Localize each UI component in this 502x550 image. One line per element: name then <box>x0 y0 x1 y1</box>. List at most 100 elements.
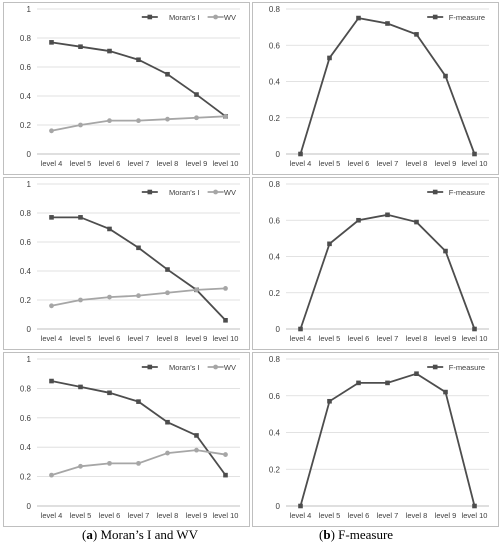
x-tick-label: level 4 <box>290 511 312 520</box>
series-wv <box>49 286 228 309</box>
y-tick-label: 0.4 <box>20 443 32 452</box>
chart-panel-5: 0 0.2 0.4 0.6 0.8 1 level 4 level 5 level 6 level… <box>3 352 250 527</box>
legend-marker <box>213 14 219 20</box>
chart-frame <box>252 177 499 350</box>
x-tick-label: level 7 <box>377 334 399 343</box>
y-tick-label: 0.2 <box>20 473 32 482</box>
y-tick-label: 0 <box>276 502 281 511</box>
chart-panel-3: 0 0.2 0.4 0.6 0.8 1 level 4 level 5 level 6 level… <box>3 177 250 350</box>
x-tick-label: level 6 <box>348 159 370 168</box>
x-tick-label: level 8 <box>406 334 428 343</box>
x-tick-label: level 4 <box>290 334 312 343</box>
data-point <box>414 371 419 376</box>
series-f-measure <box>298 15 477 157</box>
caption-b: (b) F-measure <box>319 527 394 542</box>
legend-label: WV <box>224 363 236 372</box>
legend-label: Moran's I <box>169 13 200 22</box>
data-point <box>78 122 83 128</box>
data-point <box>443 248 448 254</box>
data-point <box>472 151 477 157</box>
y-tick-label: 0 <box>276 325 281 334</box>
x-tick-label: level 9 <box>186 159 208 168</box>
data-point <box>165 116 170 122</box>
y-tick-label: 1 <box>27 355 32 364</box>
chart-frame <box>3 2 250 175</box>
legend-marker <box>147 364 153 370</box>
x-tick-label: level 9 <box>186 511 208 520</box>
data-point <box>165 450 170 456</box>
data-point <box>107 226 112 232</box>
y-tick-label: 0.8 <box>269 180 281 189</box>
x-tick-label: level 9 <box>435 511 457 520</box>
legend-label: WV <box>224 188 236 197</box>
y-tick-label: 0.6 <box>20 238 32 247</box>
x-tick-label: level 8 <box>157 159 179 168</box>
data-point <box>194 115 199 121</box>
x-tick-label: level 5 <box>319 511 341 520</box>
data-point <box>136 245 141 251</box>
chart-frame <box>3 352 250 527</box>
data-point <box>49 472 54 478</box>
y-tick-label: 0 <box>27 150 32 159</box>
data-point <box>194 92 199 97</box>
data-point <box>78 463 83 469</box>
data-point <box>385 212 390 218</box>
x-tick-label: level 9 <box>186 334 208 343</box>
data-point <box>136 293 141 299</box>
legend-marker <box>432 364 438 370</box>
data-point <box>107 118 112 124</box>
legend: F-measure <box>427 13 485 22</box>
chart-frame <box>252 352 499 527</box>
x-tick-label: level 6 <box>348 334 370 343</box>
data-point <box>385 380 390 386</box>
chart-panel-6: 0 0.2 0.4 0.6 0.8 level 4 level 5 level 6 level … <box>252 352 499 527</box>
y-tick-label: 0.4 <box>20 267 32 276</box>
x-tick-label: level 9 <box>435 159 457 168</box>
data-point <box>49 303 54 309</box>
y-tick-label: 0.4 <box>269 429 281 438</box>
legend: F-measure <box>427 363 485 372</box>
data-point <box>78 44 83 49</box>
legend-label: F-measure <box>449 13 485 22</box>
data-point <box>136 118 141 124</box>
x-tick-label: level 10 <box>213 159 239 168</box>
data-point <box>223 472 228 478</box>
caption-b-label: b <box>323 527 331 542</box>
legend-marker <box>147 189 153 195</box>
legend-label: WV <box>224 13 236 22</box>
x-tick-label: level 5 <box>70 159 92 168</box>
chart-panel-2: 0 0.2 0.4 0.6 0.8 level 4 level 5 level 6 level … <box>252 2 499 175</box>
x-tick-label: level 7 <box>128 511 150 520</box>
series-moran-s-i <box>49 378 228 478</box>
y-tick-label: 1 <box>27 180 32 189</box>
x-tick-label: level 9 <box>435 334 457 343</box>
y-tick-label: 0.4 <box>269 253 281 262</box>
data-point <box>49 40 54 45</box>
legend-label: Moran's I <box>169 188 200 197</box>
data-point <box>356 217 361 223</box>
x-tick-label: level 10 <box>213 334 239 343</box>
data-point <box>327 241 332 247</box>
x-tick-label: level 7 <box>128 334 150 343</box>
x-tick-label: level 10 <box>462 511 488 520</box>
caption-a-text: Moran’s I and WV <box>100 527 199 542</box>
data-point <box>414 32 419 37</box>
y-tick-label: 0.6 <box>20 63 32 72</box>
caption-a: (a) Moran’s I and WV <box>82 527 199 542</box>
data-point <box>298 326 303 332</box>
legend-label: F-measure <box>449 188 485 197</box>
data-point <box>298 503 303 509</box>
legend-label: F-measure <box>449 363 485 372</box>
y-tick-label: 0 <box>27 502 32 511</box>
data-point <box>165 419 170 425</box>
data-point <box>78 384 83 390</box>
data-point <box>165 290 170 296</box>
data-point <box>223 452 228 457</box>
x-tick-label: level 5 <box>319 334 341 343</box>
legend-marker <box>432 189 438 195</box>
y-tick-label: 0.2 <box>269 289 281 298</box>
data-point <box>194 433 199 438</box>
x-tick-label: level 6 <box>99 511 121 520</box>
y-tick-label: 0.4 <box>269 78 281 87</box>
x-tick-label: level 4 <box>290 159 312 168</box>
